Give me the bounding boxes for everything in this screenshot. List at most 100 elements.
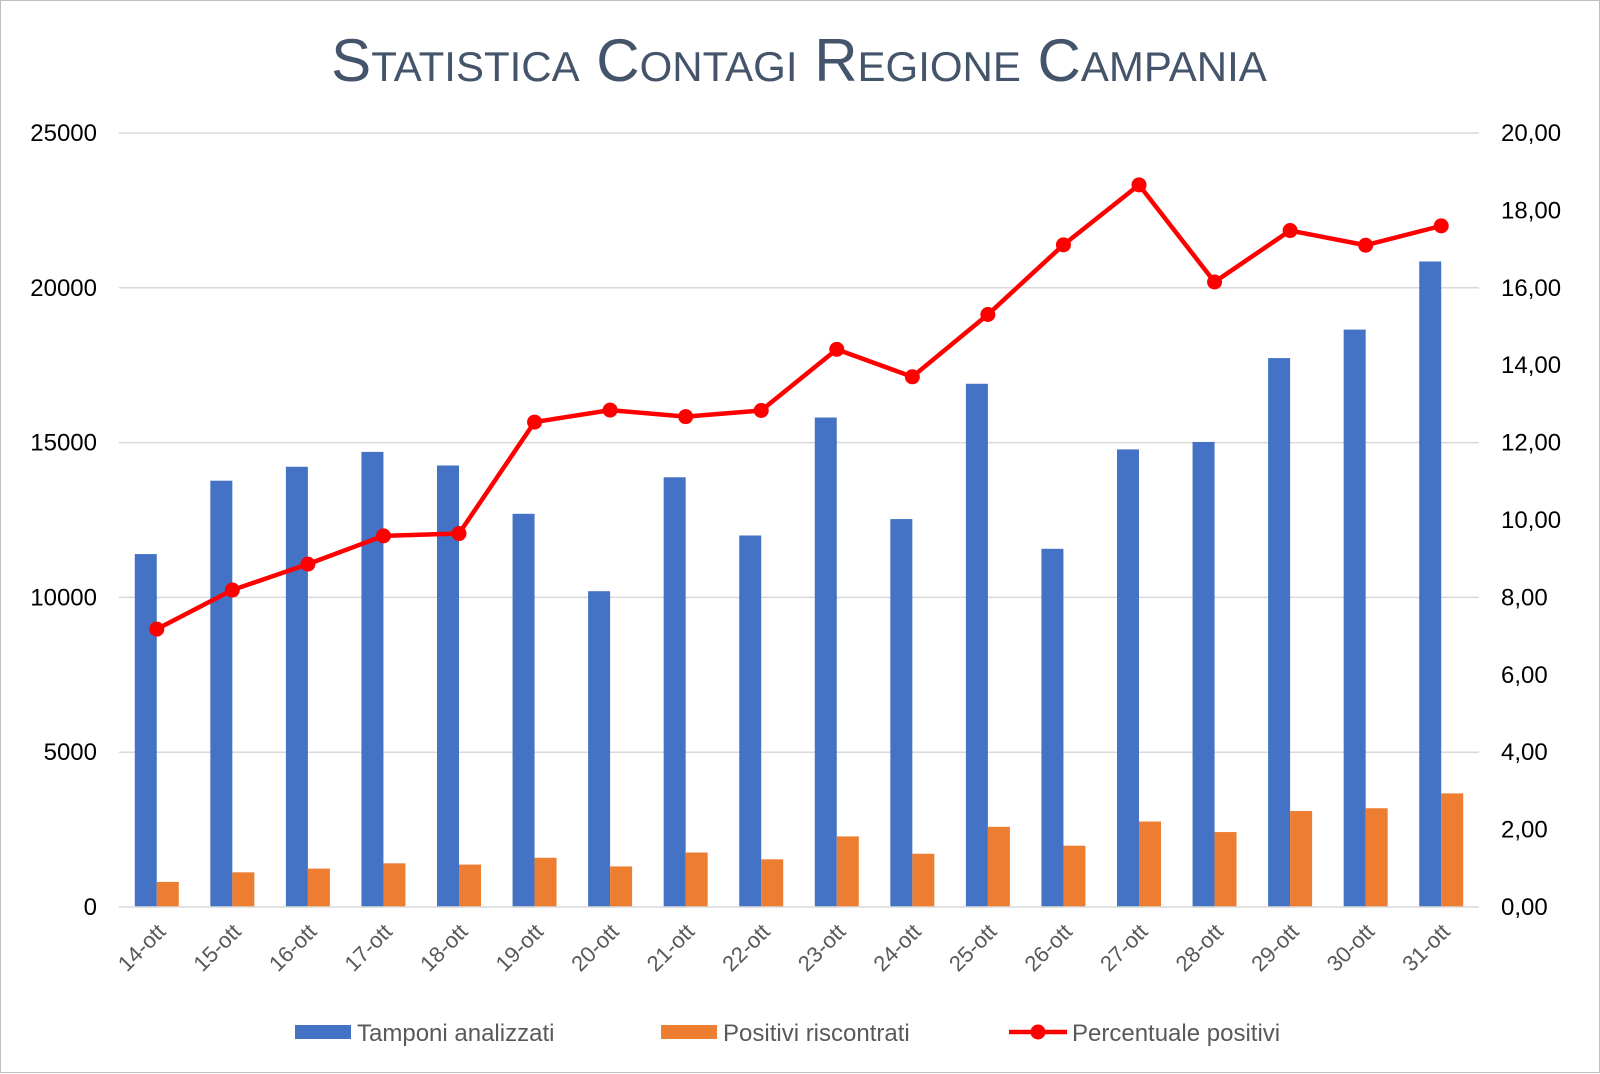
category-label: 30-ott — [1322, 919, 1379, 976]
line-point — [1433, 218, 1449, 234]
right-axis-tick-label: 10,00 — [1501, 507, 1561, 534]
legend-label: Positivi riscontrati — [723, 1020, 910, 1047]
bar-positivi — [1365, 808, 1388, 907]
category-label: 28-ott — [1171, 919, 1228, 976]
line-point — [527, 414, 543, 430]
right-axis-tick-label: 0,00 — [1501, 894, 1548, 921]
bar-positivi — [1441, 793, 1464, 907]
bar-positivi — [1214, 832, 1237, 907]
bar-tamponi — [134, 554, 157, 907]
left-axis-tick-label: 5000 — [44, 739, 97, 766]
category-label: 21-ott — [642, 919, 699, 976]
bar-positivi — [987, 826, 1010, 907]
line-percentuale — [155, 182, 1442, 632]
line-point — [1055, 237, 1071, 253]
right-axis-tick-label: 18,00 — [1501, 197, 1561, 224]
legend-label: Tamponi analizzati — [357, 1020, 554, 1047]
bar-positivi — [232, 872, 255, 907]
line-point — [678, 409, 694, 425]
category-label: 22-ott — [717, 919, 774, 976]
line-point — [1207, 274, 1223, 290]
category-label: 31-ott — [1397, 919, 1454, 976]
bar-tamponi — [1343, 329, 1366, 907]
bar-positivi — [1063, 845, 1086, 907]
category-axis-labels: 14-ott 15-ott 16-ott 17-ott 18-ott 19-ott 20-o… — [113, 919, 1455, 976]
right-axis-labels: 0,00 2,00 4,00 6,00 8,00 10,00 12,00 14,00 16,00… — [1501, 120, 1561, 921]
right-axis-tick-label: 4,00 — [1501, 739, 1548, 766]
category-label: 14-ott — [113, 919, 170, 976]
line-point — [375, 528, 391, 544]
bar-positivi — [685, 852, 708, 907]
legend-swatch — [295, 1025, 351, 1039]
line-point — [224, 582, 240, 598]
right-axis-tick-label: 20,00 — [1501, 120, 1561, 147]
bar-positivi — [836, 836, 859, 907]
line-point — [1282, 223, 1298, 239]
bar-tamponi — [739, 535, 762, 907]
bar-positivi — [534, 857, 557, 907]
left-axis-tick-label: 10000 — [30, 584, 97, 611]
bar-positivi — [156, 881, 179, 907]
right-axis-tick-label: 16,00 — [1501, 275, 1561, 302]
bar-positivi — [1290, 811, 1313, 907]
left-axis-tick-label: 20000 — [30, 275, 97, 302]
category-label: 16-ott — [264, 919, 321, 976]
line-point — [149, 621, 165, 637]
bar-tamponi — [1117, 449, 1139, 907]
line-point — [602, 402, 618, 418]
right-axis-tick-label: 12,00 — [1501, 430, 1561, 457]
right-axis-tick-label: 6,00 — [1501, 662, 1548, 689]
line-point — [300, 556, 316, 572]
line-point — [1358, 237, 1374, 253]
bar-tamponi — [663, 477, 686, 907]
bar-tamponi — [1268, 358, 1291, 907]
bar-tamponi — [1419, 261, 1442, 907]
category-label: 24-ott — [868, 919, 925, 976]
category-label: 20-ott — [566, 919, 623, 976]
bar-positivi — [383, 863, 406, 907]
bar-tamponi — [285, 466, 308, 907]
right-axis-tick-label: 14,00 — [1501, 352, 1561, 379]
left-axis-tick-label: 0 — [84, 894, 97, 921]
bar-positivi — [610, 866, 633, 907]
bar-tamponi — [588, 591, 611, 907]
legend-label: Percentuale positivi — [1072, 1020, 1280, 1047]
category-label: 29-ott — [1246, 919, 1303, 976]
bar-positivi — [459, 864, 481, 907]
right-axis-tick-label: 8,00 — [1501, 584, 1548, 611]
line-series — [149, 177, 1449, 637]
category-label: 27-ott — [1095, 919, 1152, 976]
line-point — [980, 307, 996, 323]
left-axis-labels: 0 5000 10000 15000 20000 25000 — [30, 120, 97, 921]
category-label: 18-ott — [415, 919, 472, 976]
category-label: 26-ott — [1020, 919, 1077, 976]
chart-title: Statistica Contagi Regione Campania — [331, 27, 1267, 94]
category-label: 15-ott — [188, 919, 245, 976]
legend-swatch-marker — [1030, 1024, 1046, 1040]
category-label: 19-ott — [491, 919, 548, 976]
bar-tamponi — [361, 451, 384, 907]
category-label: 25-ott — [944, 919, 1001, 976]
left-axis-tick-label: 25000 — [30, 120, 97, 147]
bar-tamponi — [512, 513, 535, 907]
bar-tamponi — [965, 383, 988, 907]
line-point — [1131, 177, 1147, 193]
right-axis-tick-label: 2,00 — [1501, 817, 1548, 844]
legend: Tamponi analizzati Positivi riscontrati Pe… — [295, 1020, 1280, 1047]
bar-positivi — [912, 853, 935, 907]
bar-positivi — [761, 859, 784, 907]
bar-tamponi — [1041, 548, 1064, 907]
left-axis-tick-label: 15000 — [30, 430, 97, 457]
category-label: 17-ott — [340, 919, 397, 976]
line-point — [451, 526, 467, 542]
line-point — [753, 402, 769, 418]
line-point — [904, 369, 920, 385]
bar-positivi — [307, 868, 330, 907]
bar-positivi — [1139, 821, 1161, 907]
gridlines — [119, 132, 1479, 753]
bar-tamponi — [437, 465, 459, 907]
legend-swatch — [661, 1025, 717, 1039]
bar-tamponi — [210, 480, 233, 907]
